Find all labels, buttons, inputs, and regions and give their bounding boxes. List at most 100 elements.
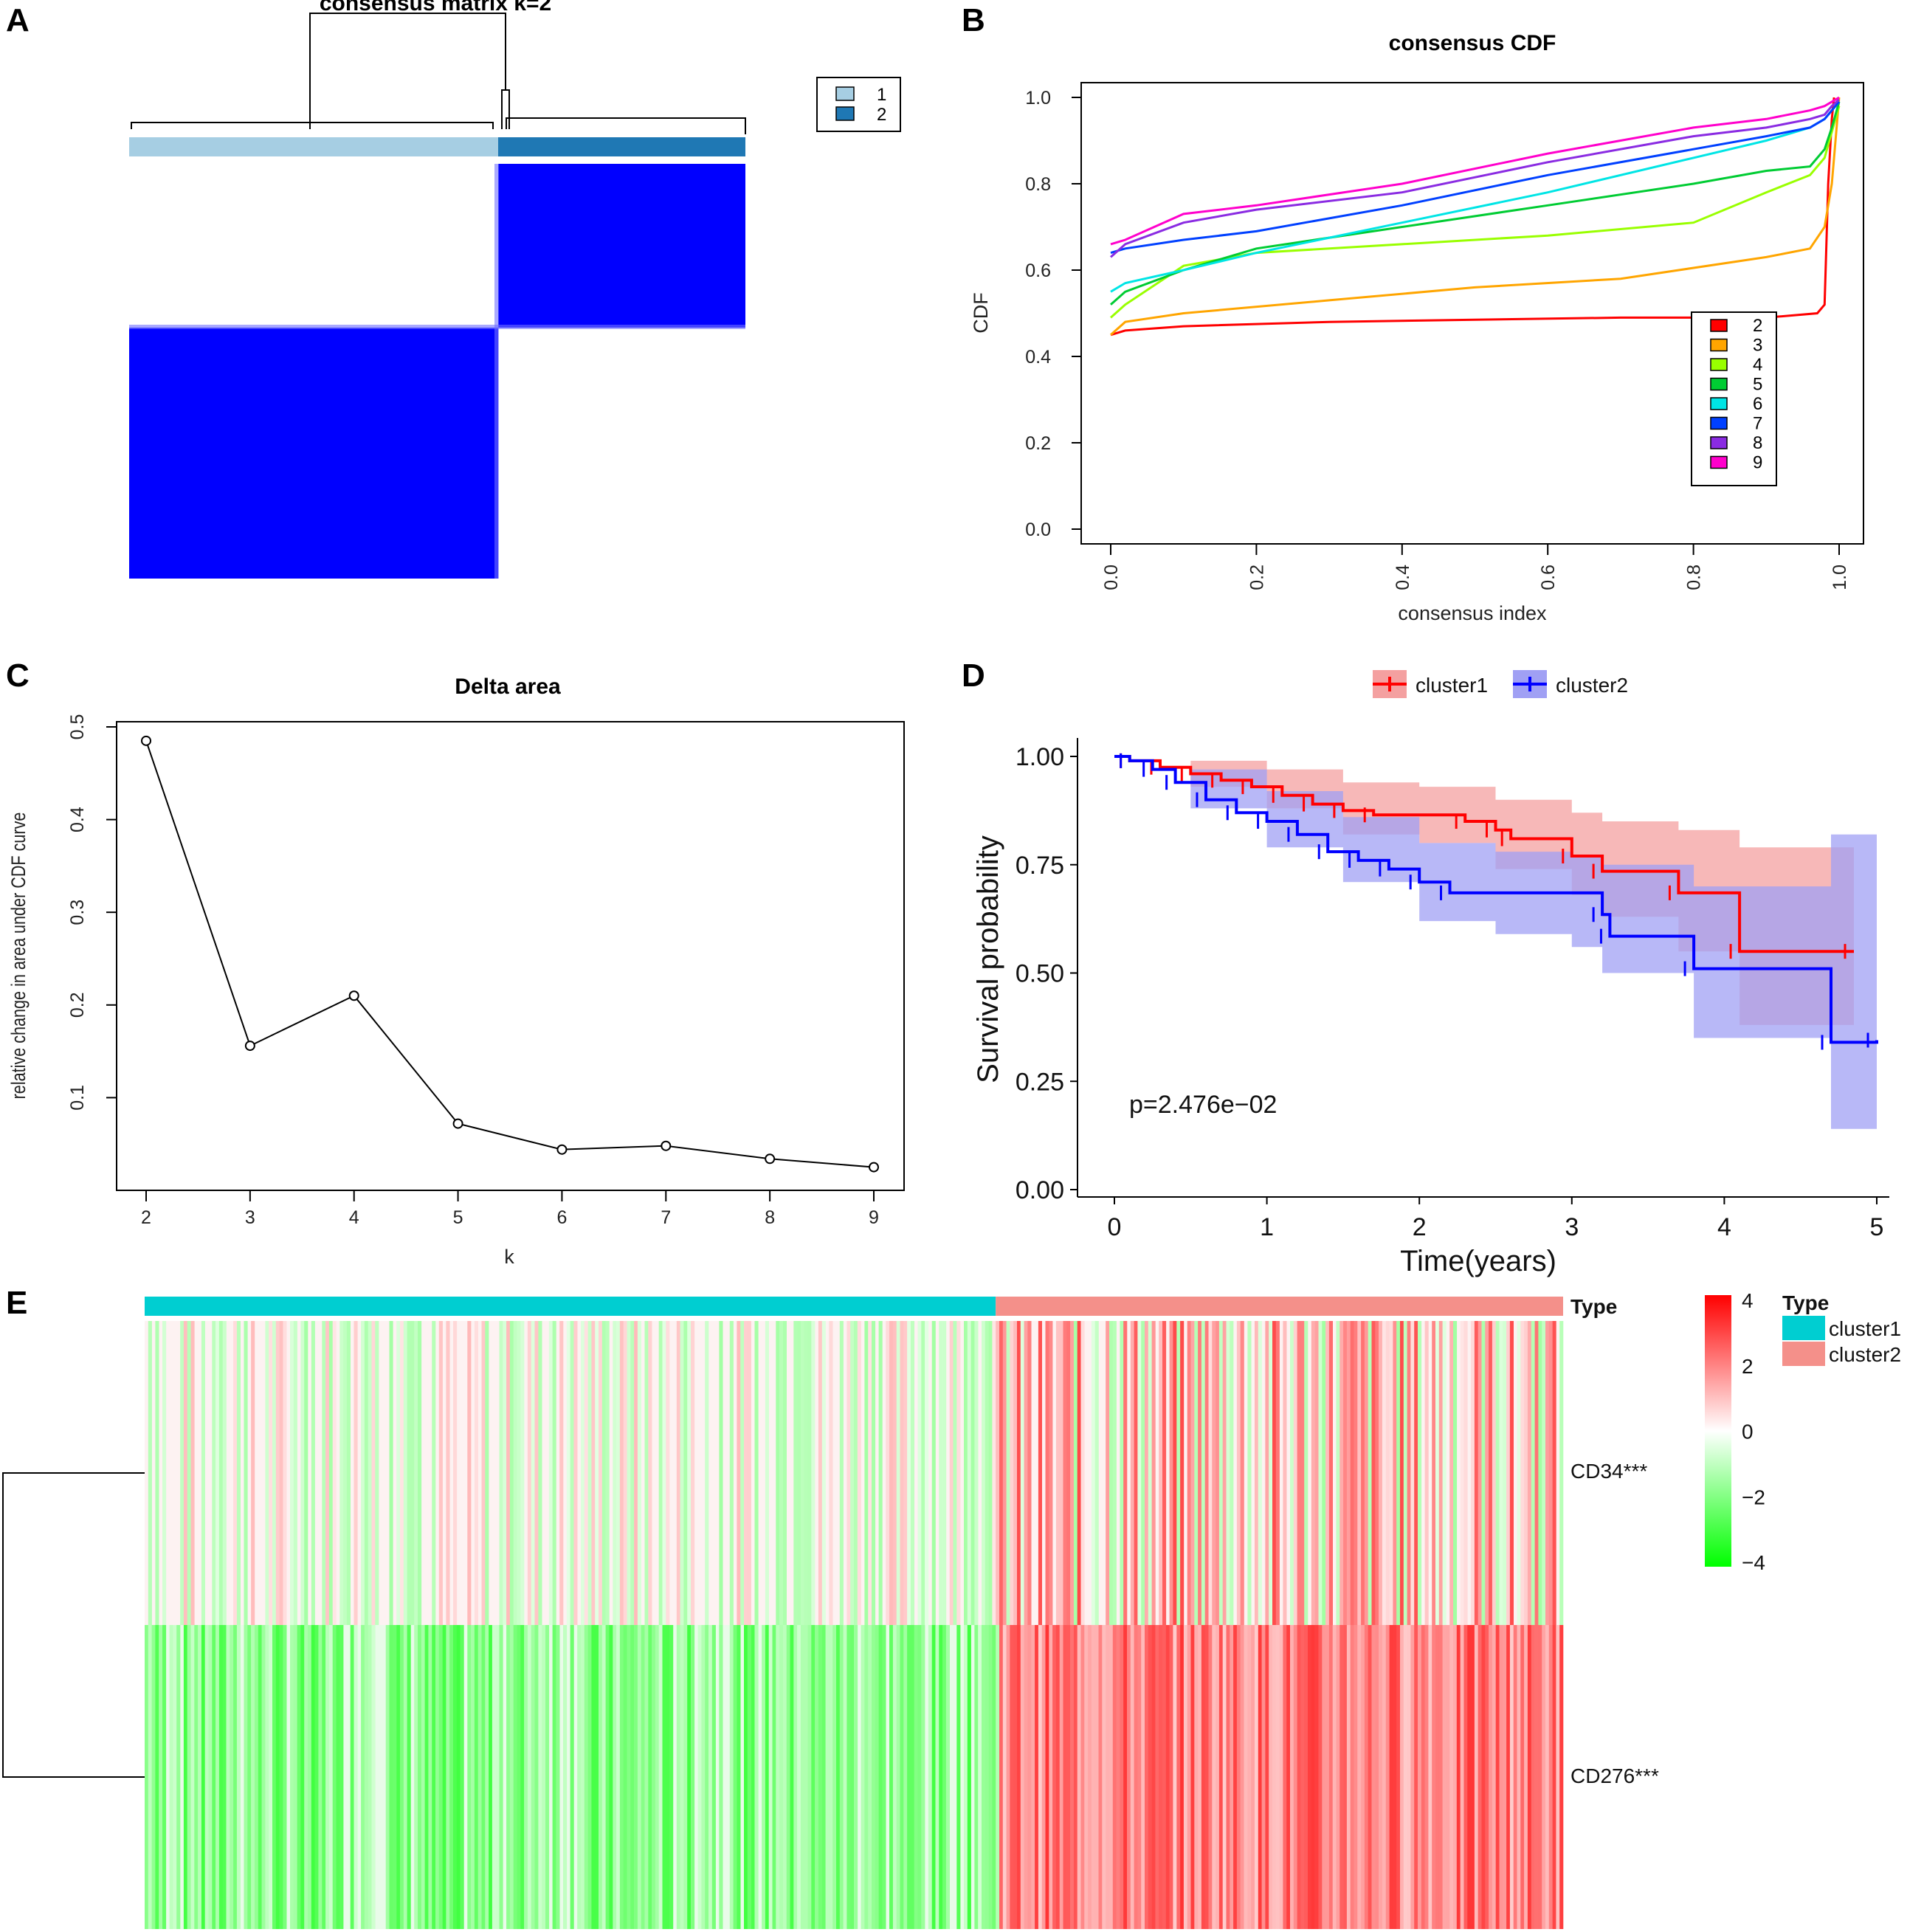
heat-cell-cd276	[1354, 1625, 1358, 1929]
legend-swatch-k9	[1710, 455, 1728, 469]
heat-cell-cd34	[1410, 1321, 1415, 1625]
heat-cell-cd276	[864, 1625, 869, 1929]
heat-cell-cd34	[418, 1321, 422, 1625]
heat-cell-cd34	[1017, 1321, 1021, 1625]
heat-cell-cd34	[1318, 1321, 1323, 1625]
heat-cell-cd34	[1112, 1321, 1117, 1625]
heat-cell-cd34	[1272, 1321, 1277, 1625]
ci-band-cluster1	[1114, 756, 1854, 1025]
heat-cell-cd34	[481, 1321, 486, 1625]
heat-cell-cd276	[1002, 1625, 1007, 1929]
heat-cell-cd276	[1492, 1625, 1496, 1929]
heat-cell-cd34	[1265, 1321, 1269, 1625]
legend-swatch-k6	[1710, 397, 1728, 410]
heat-cell-cd276	[1424, 1625, 1429, 1929]
panel-b-plot-frame	[1080, 82, 1864, 545]
legend-label-k7: 7	[1753, 414, 1762, 434]
heat-cell-cd34	[290, 1321, 294, 1625]
heat-cell-cd34	[559, 1321, 564, 1625]
heat-cell-cd34	[1339, 1321, 1344, 1625]
heat-cell-cd276	[1517, 1625, 1521, 1929]
heat-cell-cd276	[1145, 1625, 1149, 1929]
heat-cell-cd34	[467, 1321, 472, 1625]
heat-cell-cd276	[1180, 1625, 1185, 1929]
cluster-bar-1	[129, 137, 498, 156]
heat-cell-cd34	[1080, 1321, 1085, 1625]
heat-cell-cd34	[601, 1321, 606, 1625]
heat-cell-cd276	[233, 1625, 238, 1929]
heat-cell-cd276	[1453, 1625, 1458, 1929]
type-bar-cluster1	[145, 1297, 996, 1316]
heat-cell-cd276	[875, 1625, 879, 1929]
heat-cell-cd276	[1442, 1625, 1447, 1929]
heat-cell-cd34	[474, 1321, 478, 1625]
heat-cell-cd276	[1396, 1625, 1401, 1929]
heat-cell-cd34	[818, 1321, 822, 1625]
heat-cell-cd34	[1492, 1321, 1496, 1625]
panel-c-xtick-label: 5	[453, 1207, 463, 1228]
legend-label-k4: 4	[1753, 355, 1762, 375]
heat-cell-cd276	[1471, 1625, 1475, 1929]
heat-cell-cd34	[705, 1321, 709, 1625]
panel-d-xlabel: Time(years)	[1400, 1245, 1556, 1277]
heat-cell-cd34	[1226, 1321, 1230, 1625]
heat-cell-cd276	[765, 1625, 769, 1929]
heat-cell-cd34	[903, 1321, 908, 1625]
heat-cell-cd34	[595, 1321, 599, 1625]
heat-cell-cd276	[1275, 1625, 1280, 1929]
heat-cell-cd34	[1204, 1321, 1209, 1625]
heat-cell-cd276	[623, 1625, 627, 1929]
heat-cell-cd276	[1055, 1625, 1060, 1929]
heat-cell-cd34	[1403, 1321, 1407, 1625]
cdf-line-k4	[1110, 106, 1841, 319]
heat-cell-cd34	[1240, 1321, 1244, 1625]
heat-cell-cd34	[1141, 1321, 1145, 1625]
panel-b-xlabel: consensus index	[1398, 602, 1547, 624]
panel-a-title: consensus matrix k=2	[320, 0, 551, 15]
heat-cell-cd276	[1031, 1625, 1035, 1929]
heat-cell-cd34	[591, 1321, 596, 1625]
heat-cell-cd34	[623, 1321, 627, 1625]
panel-b-ytick-label: 0.2	[1025, 433, 1051, 454]
heat-cell-cd276	[1318, 1625, 1323, 1929]
heat-cell-cd276	[474, 1625, 478, 1929]
heat-cell-cd276	[701, 1625, 706, 1929]
heat-cell-cd276	[804, 1625, 808, 1929]
heat-cell-cd276	[737, 1625, 741, 1929]
heat-cell-cd276	[485, 1625, 489, 1929]
heat-cell-cd276	[400, 1625, 404, 1929]
heat-cell-cd276	[1041, 1625, 1046, 1929]
heat-cell-cd276	[314, 1625, 319, 1929]
heat-cell-cd276	[1428, 1625, 1432, 1929]
heat-cell-cd276	[1279, 1625, 1283, 1929]
heat-cell-cd34	[1379, 1321, 1383, 1625]
cdf-line-k9	[1110, 96, 1840, 246]
heat-cell-cd34	[339, 1321, 344, 1625]
panel-c-ylabel: relative change in area under CDF curve	[8, 813, 30, 1100]
heat-cell-cd276	[1024, 1625, 1028, 1929]
heat-cell-cd276	[148, 1625, 152, 1929]
heat-cell-cd276	[1531, 1625, 1535, 1929]
heat-cell-cd276	[882, 1625, 886, 1929]
cdf-line-k3	[1110, 97, 1841, 336]
heat-cell-cd276	[293, 1625, 297, 1929]
color-scale-ticks: 4 2 0 −2 −4	[1742, 1289, 1765, 1574]
heat-cell-cd276	[446, 1625, 450, 1929]
heat-cell-cd34	[438, 1321, 443, 1625]
panel-c-xtick-label: 2	[141, 1207, 151, 1228]
panel-label-b: B	[962, 2, 985, 38]
heat-cell-cd276	[658, 1625, 663, 1929]
panel-c-xtick-label: 3	[245, 1207, 255, 1228]
heat-cell-cd34	[1106, 1321, 1110, 1625]
heat-cell-cd34	[1130, 1321, 1134, 1625]
heat-cell-cd34	[1180, 1321, 1185, 1625]
heat-cell-cd34	[1073, 1321, 1077, 1625]
heat-cell-cd34	[279, 1321, 283, 1625]
heat-cell-cd34	[1159, 1321, 1163, 1625]
heat-cell-cd276	[1556, 1625, 1560, 1929]
heat-cell-cd34	[1438, 1321, 1443, 1625]
heat-cell-cd34	[1432, 1321, 1436, 1625]
heat-cell-cd276	[354, 1625, 358, 1929]
panel-d-xtick-label: 1	[1260, 1213, 1274, 1241]
heat-cell-cd34	[1020, 1321, 1024, 1625]
